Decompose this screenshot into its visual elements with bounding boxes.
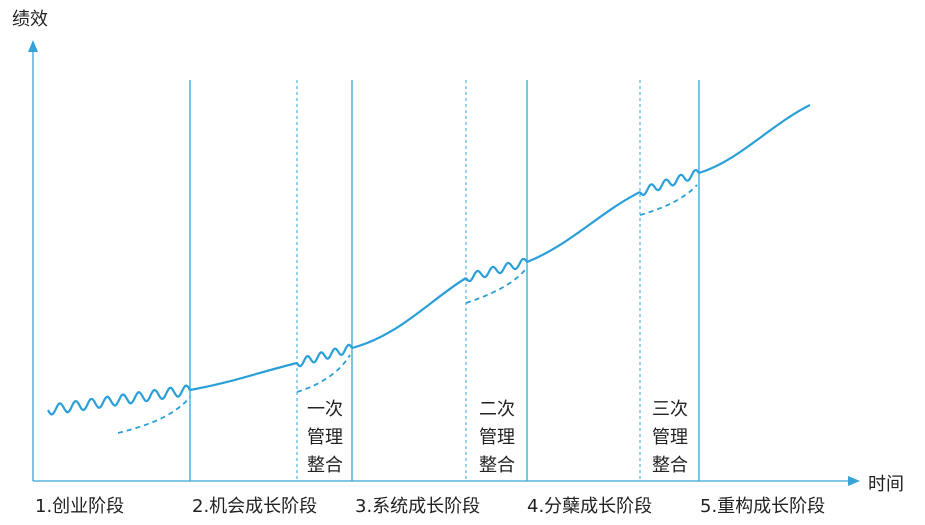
wavy-curve bbox=[47, 384, 191, 416]
labels: 1.创业阶段 2.机会成长阶段 3.系统成长阶段 4.分蘖成长阶段 5.重构成长阶段 一次… bbox=[35, 399, 825, 517]
y-axis-label: 绩效 bbox=[12, 9, 48, 30]
growth-curve bbox=[351, 277, 467, 350]
integration-label: 二次 bbox=[479, 399, 515, 420]
growth-curve bbox=[698, 104, 811, 175]
decline-curve bbox=[117, 396, 191, 434]
integration-label: 管理 bbox=[307, 427, 343, 448]
curves bbox=[47, 104, 811, 434]
stage-label: 5.重构成长阶段 bbox=[700, 496, 825, 517]
y-arrow bbox=[28, 40, 38, 52]
wavy-curve bbox=[465, 257, 528, 283]
integration-label: 一次 bbox=[307, 399, 343, 420]
stage-label: 2.机会成长阶段 bbox=[192, 496, 317, 517]
x-axis-label: 时间 bbox=[868, 474, 904, 495]
decline-curve bbox=[465, 269, 526, 304]
integration-label: 整合 bbox=[307, 455, 343, 476]
stage-label: 1.创业阶段 bbox=[35, 496, 124, 517]
growth-curve bbox=[526, 191, 641, 264]
x-arrow bbox=[848, 476, 860, 486]
stage-label: 3.系统成长阶段 bbox=[355, 496, 480, 517]
wavy-curve bbox=[296, 343, 353, 368]
growth-curve bbox=[189, 361, 298, 392]
integration-label: 三次 bbox=[652, 399, 688, 420]
wavy-curve bbox=[639, 169, 700, 196]
integration-label: 管理 bbox=[652, 427, 688, 448]
integration-label: 整合 bbox=[652, 455, 688, 476]
integration-label: 管理 bbox=[479, 427, 515, 448]
stage-label: 4.分蘖成长阶段 bbox=[527, 496, 652, 517]
integration-label: 整合 bbox=[479, 455, 515, 476]
stage-dividers bbox=[189, 80, 700, 481]
